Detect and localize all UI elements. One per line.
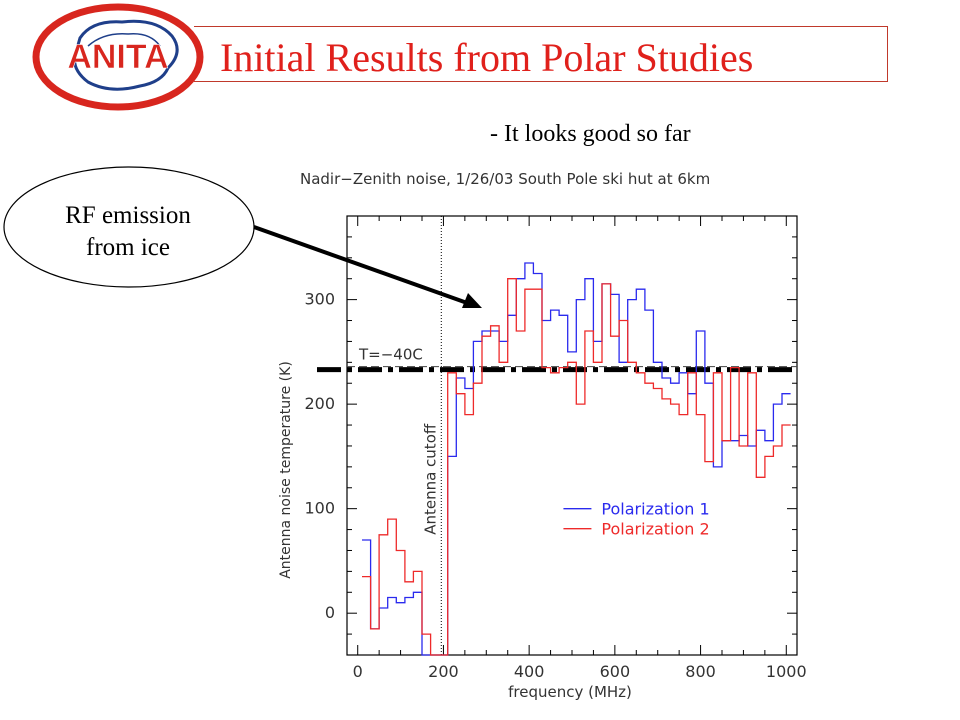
noise-chart: Nadir−Zenith noise, 1/26/03 South Pole s… (278, 170, 807, 701)
y-tick-label: 100 (304, 499, 335, 518)
x-tick-label: 200 (428, 662, 459, 681)
series-line-2 (362, 278, 791, 656)
x-tick-label: 0 (353, 662, 363, 681)
x-tick-label: 400 (514, 662, 545, 681)
temp-reference-label: T=−40C (358, 346, 423, 364)
plot-frame (346, 215, 798, 656)
x-tick-label: 800 (685, 662, 716, 681)
callout-line-2: from ice (86, 234, 170, 261)
callout-text: RF emission from ice (28, 200, 228, 264)
title-frame (194, 26, 888, 82)
logo-ring (32, 3, 204, 111)
callout-arrow-line (253, 225, 471, 306)
chart-title: Nadir−Zenith noise, 1/26/03 South Pole s… (300, 170, 710, 188)
y-axis-label: Antenna noise temperature (K) (278, 361, 294, 579)
x-tick-label: 1000 (766, 662, 807, 681)
antenna-cutoff-label: Antenna cutoff (421, 423, 439, 535)
logo-continent-detail (87, 33, 161, 47)
plot-area: 0 200 400 600 800 1000 0 100 200 300 Antenna cutof… (304, 215, 807, 681)
callout-arrow-head (462, 293, 482, 308)
x-tick-label: 600 (600, 662, 631, 681)
anita-logo: ANITA (32, 3, 204, 111)
x-axis-label: frequency (MHz) (508, 683, 632, 701)
logo-text: ANITA (67, 38, 168, 76)
callout-graphic (3, 166, 482, 308)
subtitle: - It looks good so far (490, 121, 691, 147)
legend-label-2: Polarization 2 (601, 520, 709, 539)
legend-label-1: Polarization 1 (601, 500, 709, 519)
y-tick-label: 300 (304, 290, 335, 309)
y-tick-label: 200 (304, 394, 335, 413)
callout-line-1: RF emission (65, 202, 191, 229)
y-tick-label: 0 (325, 603, 335, 622)
page-title: Initial Results from Polar Studies (220, 35, 754, 80)
